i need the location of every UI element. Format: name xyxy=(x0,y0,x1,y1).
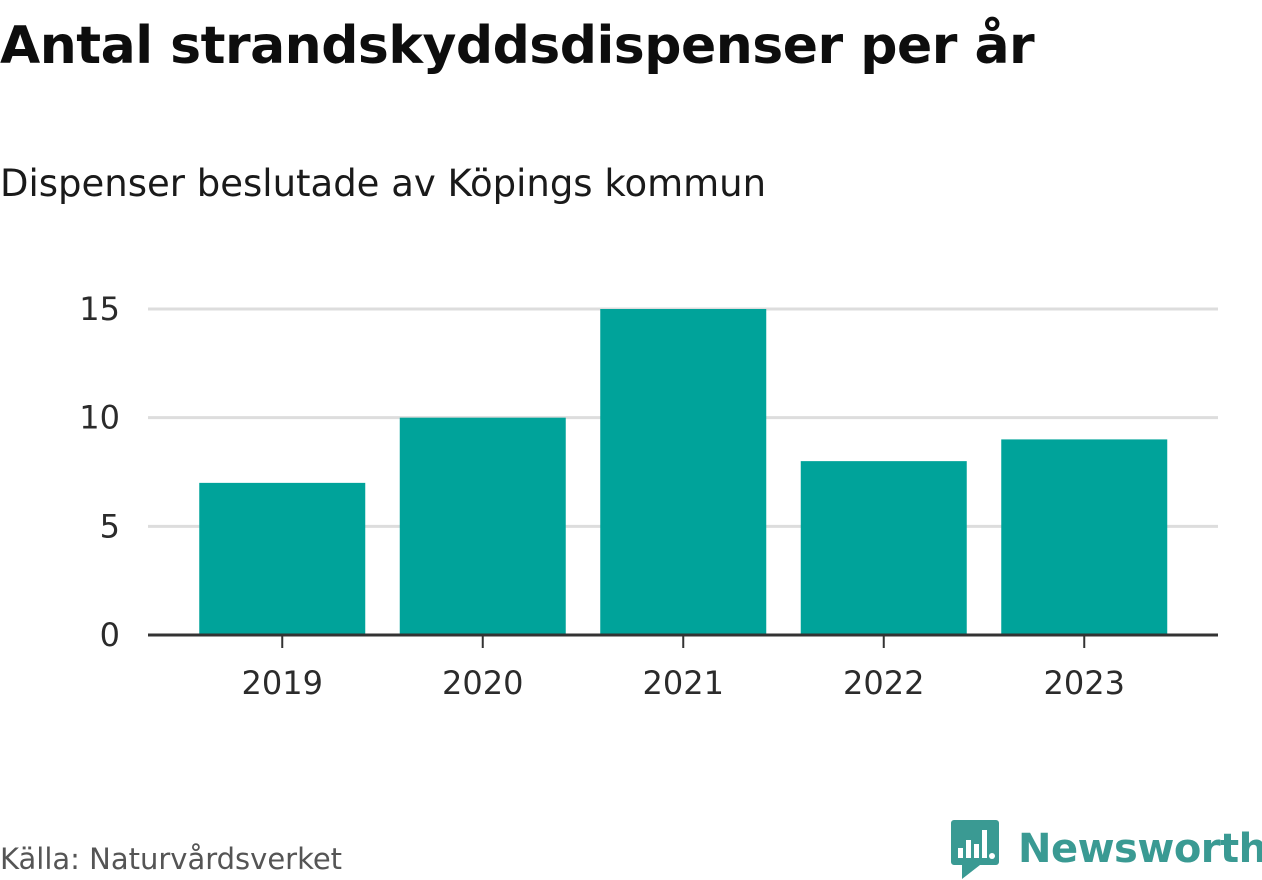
x-tick-label-2023: 2023 xyxy=(1044,664,1125,702)
axes: 0 5 10 15 2019 2020 2021 2022 2023 xyxy=(79,290,1218,702)
brand: Newsworthy xyxy=(950,818,1262,880)
chart-title: Antal strandskyddsdispenser per år xyxy=(0,16,1035,76)
source-note: Källa: Naturvårdsverket xyxy=(0,842,343,876)
bars xyxy=(199,309,1168,635)
x-tick-label-2021: 2021 xyxy=(643,664,724,702)
newsworthy-logo-icon xyxy=(951,820,999,879)
x-tick-label-2020: 2020 xyxy=(442,664,523,702)
brand-name: Newsworthy xyxy=(1018,826,1262,872)
y-tick-label: 15 xyxy=(79,290,120,328)
x-tick-label-2019: 2019 xyxy=(242,664,323,702)
y-tick-label: 10 xyxy=(79,399,120,437)
bar-2019 xyxy=(199,482,366,635)
chart-subtitle: Dispenser beslutade av Köpings kommun xyxy=(0,162,767,205)
bar-2023 xyxy=(1001,439,1168,635)
x-tick-label-2022: 2022 xyxy=(843,664,924,702)
y-tick-label: 0 xyxy=(100,616,120,654)
y-tick-label: 5 xyxy=(100,507,120,545)
bar-2022 xyxy=(800,461,967,635)
bar-2021 xyxy=(600,309,767,635)
bar-2020 xyxy=(399,417,566,635)
